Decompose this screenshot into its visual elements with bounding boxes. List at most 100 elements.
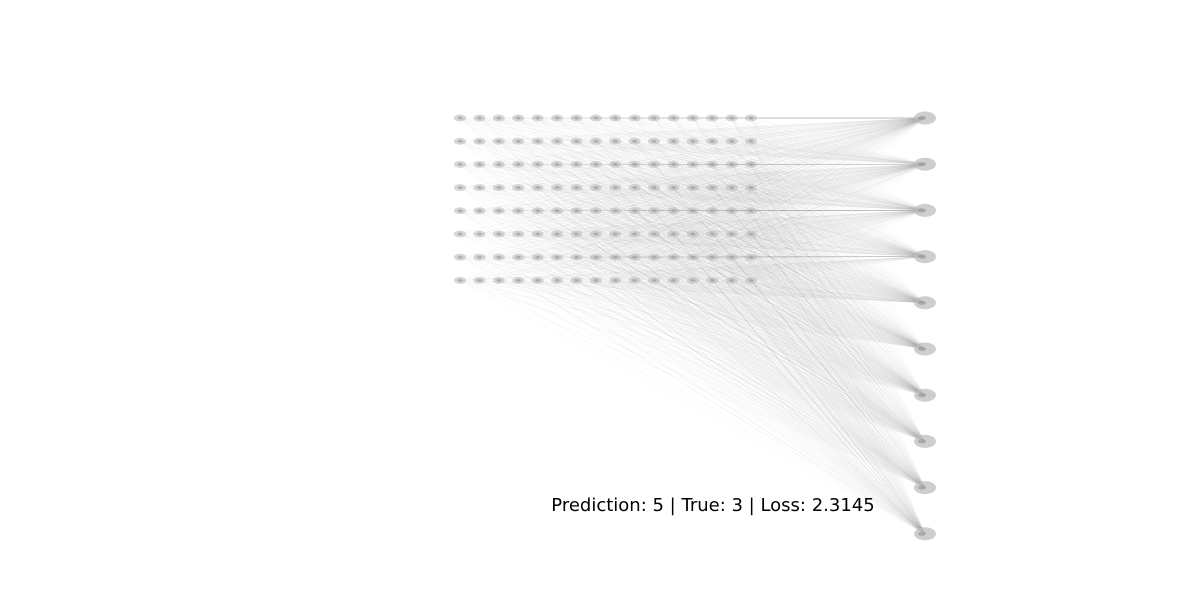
connection-edge: [731, 280, 926, 304]
connection-edge: [498, 163, 926, 281]
connection-edge: [459, 280, 926, 396]
connection-edge: [731, 210, 926, 257]
connection-edge: [498, 140, 926, 442]
connection-edge: [479, 187, 926, 534]
connection-edge: [673, 280, 926, 534]
connection-edge: [459, 140, 926, 211]
connection-edge: [634, 141, 926, 442]
connection-edge: [537, 187, 926, 257]
connection-edge: [537, 187, 926, 350]
connection-edge: [634, 163, 926, 212]
connection-edge: [673, 210, 926, 534]
connection-edge: [615, 164, 926, 211]
input-node: [667, 253, 680, 261]
connection-edge: [556, 117, 926, 281]
connection-edge: [556, 256, 926, 442]
connection-edge: [518, 164, 926, 211]
connection-edge: [750, 140, 926, 165]
connection-edge: [634, 187, 926, 442]
connection-edge: [615, 210, 926, 350]
connection-edge: [498, 256, 926, 488]
connection-edge: [653, 187, 926, 534]
connection-edge: [731, 256, 926, 304]
connection-edge: [595, 140, 926, 257]
connection-edge: [498, 210, 926, 281]
connection-edge: [692, 163, 926, 258]
input-node: [686, 276, 699, 284]
connection-edge: [459, 164, 926, 534]
connection-edge: [692, 141, 926, 488]
input-node: [667, 207, 680, 215]
connection-edge: [556, 233, 926, 257]
connection-edge: [537, 164, 926, 488]
connection-edge: [576, 280, 926, 442]
connection-edge: [673, 117, 926, 142]
input-node: [570, 230, 583, 238]
connection-edge: [712, 280, 926, 534]
connection-edge: [615, 233, 926, 534]
connection-edge: [731, 117, 926, 350]
connection-edge: [479, 210, 926, 442]
connection-edge: [692, 140, 926, 211]
connection-edge: [556, 233, 926, 534]
connection-edge: [653, 233, 926, 350]
connection-edge: [518, 117, 926, 212]
connection-edge: [712, 117, 926, 212]
connection-edge: [615, 187, 926, 211]
connection-edge: [595, 164, 926, 350]
connection-edge: [595, 117, 926, 281]
connection-edge: [459, 140, 926, 350]
connection-edge: [518, 233, 926, 488]
connection-edge: [518, 210, 926, 488]
connection-edge: [750, 163, 926, 235]
connection-edge: [518, 210, 926, 304]
connection-edge: [595, 141, 926, 488]
connection-edge: [634, 280, 926, 488]
connection-edge: [692, 280, 926, 442]
input-node: [648, 160, 660, 168]
connection-edge: [615, 141, 926, 442]
connection-edge: [653, 210, 926, 442]
connection-edge: [750, 117, 926, 212]
connection-edge: [731, 187, 926, 442]
connection-edge: [634, 164, 926, 257]
connection-edge: [750, 187, 926, 304]
connection-edge: [479, 163, 926, 235]
connection-edge: [615, 163, 926, 235]
output-node: [914, 342, 936, 356]
connection-edge: [459, 117, 926, 235]
connection-edge: [634, 256, 926, 258]
connection-edge: [518, 140, 926, 211]
connection-edge: [653, 257, 926, 534]
connection-edge: [712, 164, 926, 350]
connection-edge: [712, 117, 926, 165]
connection-edge: [692, 280, 926, 304]
input-node: [745, 230, 757, 238]
connection-edge: [459, 233, 926, 442]
input-node: [686, 160, 699, 168]
connection-edge: [750, 164, 926, 534]
connection-edge: [712, 187, 926, 211]
connection-edge: [673, 280, 926, 488]
connection-edge: [556, 233, 926, 488]
connection-edge: [556, 210, 926, 235]
connection-edge: [518, 117, 926, 257]
connection-edge: [518, 210, 926, 442]
connection-edge: [653, 256, 926, 304]
input-node: [492, 184, 505, 192]
connection-edge: [498, 210, 926, 534]
connection-edge: [750, 210, 926, 281]
connection-edge: [615, 163, 926, 212]
connection-edge: [634, 164, 926, 396]
connection-edge: [692, 280, 926, 350]
connection-edge: [750, 141, 926, 534]
connection-edge: [750, 257, 926, 534]
connection-edge: [750, 210, 926, 488]
connection-edge: [595, 233, 926, 534]
connection-edge: [615, 210, 926, 258]
connection-edge: [459, 280, 926, 535]
connection-edge: [459, 210, 926, 235]
connection-edge: [479, 256, 926, 442]
connection-edge: [576, 187, 926, 488]
connection-edge: [595, 210, 926, 257]
